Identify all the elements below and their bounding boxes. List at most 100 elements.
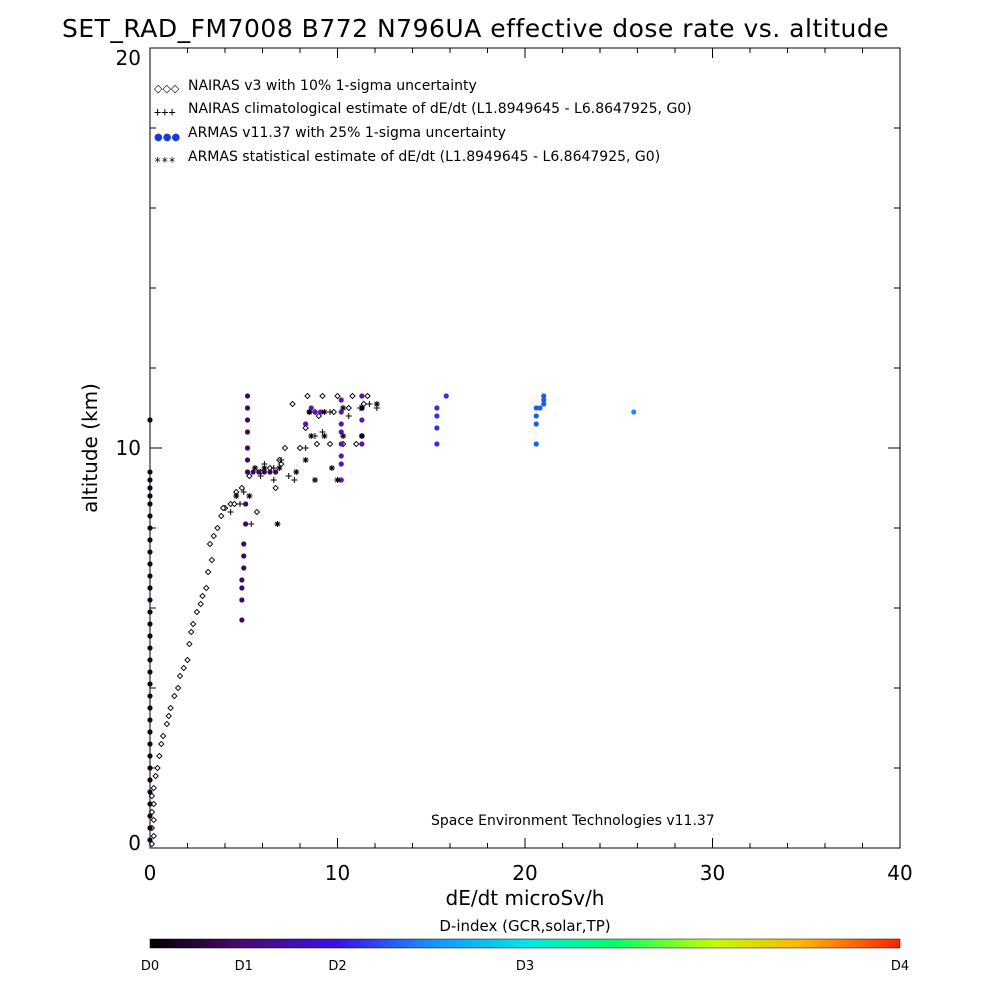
armas-dot-point bbox=[147, 813, 153, 819]
legend-label: NAIRAS climatological estimate of dE/dt … bbox=[188, 101, 692, 117]
nairas-diamond-point bbox=[148, 792, 156, 800]
armas-dot-point bbox=[239, 597, 245, 603]
colorbar-title: D-index (GCR,solar,TP) bbox=[439, 917, 610, 935]
armas-dot-point bbox=[147, 485, 153, 491]
nairas-plus-point bbox=[291, 477, 298, 483]
armas-dot-point bbox=[338, 461, 344, 467]
armas-dot-point bbox=[541, 401, 547, 407]
nairas-plus-point bbox=[327, 409, 333, 415]
nairas-diamond-point bbox=[165, 712, 172, 720]
armas-dot-point bbox=[241, 541, 247, 547]
armas-dot-point bbox=[147, 705, 153, 711]
nairas-diamond-point bbox=[253, 508, 261, 516]
armas-dot-point bbox=[533, 441, 539, 447]
armas-dot-point bbox=[250, 469, 256, 475]
legend-label: ARMAS v11.37 with 25% 1-sigma uncertaint… bbox=[188, 125, 506, 141]
armas-dot-point bbox=[359, 441, 365, 447]
armas-dot-point bbox=[244, 445, 251, 451]
armas-dot-point bbox=[338, 477, 344, 483]
nairas-diamond-point bbox=[272, 484, 279, 492]
armas-dot-point bbox=[244, 469, 251, 475]
armas-dot-point bbox=[303, 421, 309, 427]
armas-dot-point bbox=[147, 741, 153, 747]
y-tick-label: 10 bbox=[116, 436, 141, 460]
armas-dot-point bbox=[147, 765, 153, 771]
nairas-diamond-point bbox=[150, 832, 157, 840]
armas-dot-point bbox=[312, 409, 318, 415]
armas-asterisk-point bbox=[358, 433, 365, 439]
armas-dot-point bbox=[147, 513, 153, 519]
nairas-diamond-point bbox=[214, 524, 221, 532]
armas-dot-point bbox=[359, 417, 365, 423]
armas-dot-point bbox=[338, 409, 344, 415]
x-tick-label: 20 bbox=[512, 861, 537, 885]
armas-dot-point bbox=[267, 469, 273, 475]
nairas-diamond-point bbox=[353, 440, 360, 448]
legend-symbol-dot: ●●● bbox=[154, 132, 180, 143]
colorbar-label: D0 bbox=[141, 959, 159, 974]
nairas-diamond-point bbox=[364, 392, 371, 400]
nairas-diamond-point bbox=[330, 408, 337, 416]
chart-title: SET_RAD_FM7008 B772 N796UA effective dos… bbox=[62, 14, 889, 43]
nairas-diamond-point bbox=[302, 424, 309, 432]
armas-dot-point bbox=[256, 469, 262, 475]
armas-dot-point bbox=[147, 585, 153, 591]
armas-dot-point bbox=[147, 789, 153, 795]
plot-frame bbox=[149, 47, 901, 849]
armas-dot-point bbox=[147, 753, 153, 759]
armas-asterisk-point bbox=[306, 409, 313, 415]
nairas-plus-point bbox=[285, 473, 292, 479]
armas-asterisk-point bbox=[340, 433, 347, 439]
armas-asterisk-point bbox=[261, 465, 268, 471]
y-tick-label: 20 bbox=[116, 46, 141, 70]
armas-dot-point bbox=[533, 421, 539, 427]
nairas-diamond-point bbox=[289, 400, 296, 408]
nairas-diamond-point bbox=[326, 440, 334, 448]
nairas-diamond-point bbox=[180, 664, 187, 672]
colorbar-label: D4 bbox=[891, 959, 909, 974]
armas-dot-point bbox=[273, 469, 279, 475]
nairas-diamond-point bbox=[150, 784, 157, 792]
nairas-diamond-point bbox=[281, 444, 289, 452]
armas-dot-point bbox=[338, 397, 344, 403]
armas-dot-point bbox=[243, 521, 249, 527]
nairas-diamond-point bbox=[193, 608, 201, 616]
nairas-diamond-point bbox=[176, 672, 184, 680]
armas-dot-point bbox=[147, 801, 153, 807]
armas-asterisk-point bbox=[358, 405, 365, 411]
armas-asterisk-point bbox=[321, 409, 328, 415]
armas-dot-point bbox=[537, 405, 543, 411]
x-tick-label: 0 bbox=[144, 861, 157, 885]
armas-dot-point bbox=[244, 405, 251, 411]
colorbar-label: D1 bbox=[235, 959, 253, 974]
armas-dot-point bbox=[147, 645, 153, 651]
armas-dot-point bbox=[541, 397, 547, 403]
nairas-diamond-point bbox=[199, 592, 206, 600]
credit-annotation: Space Environment Technologies v11.37 bbox=[431, 813, 715, 829]
armas-dot-point bbox=[239, 577, 245, 583]
nairas-diamond-point bbox=[197, 600, 204, 608]
nairas-diamond-point bbox=[218, 512, 225, 520]
x-axis-label: dE/dt microSv/h bbox=[446, 886, 605, 910]
armas-asterisk-point bbox=[233, 493, 240, 499]
nairas-diamond-point bbox=[156, 752, 163, 760]
armas-asterisk-point bbox=[293, 469, 300, 475]
x-tick-labels: 0 10 20 30 40 bbox=[144, 861, 913, 885]
armas-dot-point bbox=[338, 441, 344, 447]
nairas-plus-point bbox=[248, 521, 255, 527]
armas-dot-point bbox=[147, 657, 153, 663]
armas-dot-point bbox=[241, 553, 247, 559]
nairas-diamond-point bbox=[238, 484, 246, 492]
nairas-diamond-point bbox=[186, 640, 193, 648]
armas-dot-point bbox=[338, 453, 344, 459]
armas-dot-point bbox=[244, 429, 251, 435]
armas-asterisk-point bbox=[334, 477, 341, 483]
nairas-diamond-point bbox=[219, 504, 227, 512]
armas-dot-point bbox=[631, 409, 637, 415]
armas-dot-point bbox=[244, 457, 251, 463]
armas-asterisk-point bbox=[302, 457, 309, 463]
armas-dot-point bbox=[147, 777, 153, 783]
nairas-diamond-point bbox=[304, 392, 311, 400]
nairas-diamond-point bbox=[204, 568, 212, 576]
nairas-diamond-point bbox=[159, 732, 167, 740]
